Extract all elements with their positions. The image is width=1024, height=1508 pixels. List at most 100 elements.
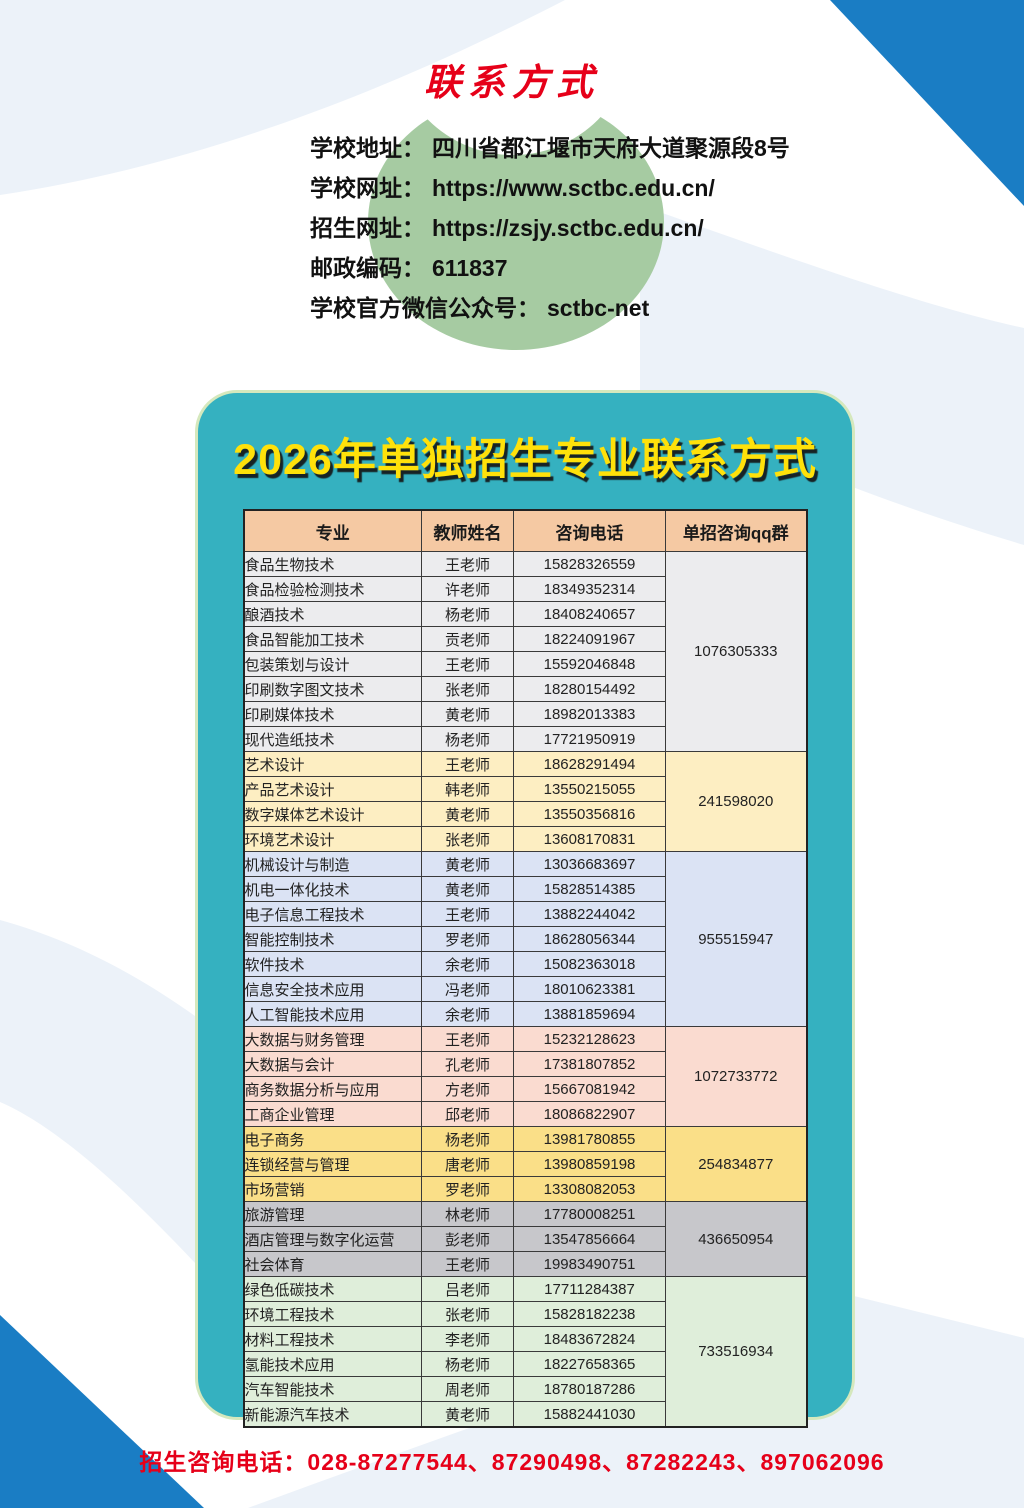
qq-group-cell: 436650954	[665, 1201, 807, 1277]
table-cell: 18280154492	[513, 676, 666, 702]
table-row: 智能控制技术 罗老师 18628056344	[243, 926, 807, 952]
table-row: 现代造纸技术 杨老师 17721950919	[243, 726, 807, 752]
table-cell: 18227658365	[513, 1351, 666, 1377]
table-row: 包装策划与设计 王老师 15592046848	[243, 651, 807, 677]
table-cell: 13547856664	[513, 1226, 666, 1252]
table-cell: 王老师	[421, 651, 514, 677]
qq-group-cell: 1072733772	[665, 1026, 807, 1127]
table-row: 环境艺术设计 张老师 13608170831	[243, 826, 807, 852]
table-cell: 酒店管理与数字化运营	[243, 1226, 422, 1252]
table-cell: 15592046848	[513, 651, 666, 677]
table-cell: 13550215055	[513, 776, 666, 802]
table-cell: 余老师	[421, 951, 514, 977]
table-cell: 13308082053	[513, 1176, 666, 1202]
table-row: 酒店管理与数字化运营 彭老师 13547856664	[243, 1226, 807, 1252]
table-cell: 13881859694	[513, 1001, 666, 1027]
table-cell: 17721950919	[513, 726, 666, 752]
table-row: 机电一体化技术 黄老师 15828514385	[243, 876, 807, 902]
table-row: 食品生物技术 王老师 15828326559 1076305333	[243, 551, 807, 752]
table-cell: 吕老师	[421, 1276, 514, 1302]
table-cell: 黄老师	[421, 801, 514, 827]
table-cell: 张老师	[421, 676, 514, 702]
table-header-cell: 专业	[243, 509, 422, 552]
qq-group-cell: 955515947	[665, 851, 807, 1027]
table-cell: 机电一体化技术	[243, 876, 422, 902]
table-cell: 15828182238	[513, 1301, 666, 1327]
table-cell: 15667081942	[513, 1076, 666, 1102]
qq-group-cell: 733516934	[665, 1276, 807, 1428]
table-cell: 13036683697	[513, 851, 666, 877]
table-header-cell: 单招咨询qq群	[665, 509, 807, 552]
table-cell: 机械设计与制造	[243, 851, 422, 877]
table-cell: 食品智能加工技术	[243, 626, 422, 652]
table-cell: 13882244042	[513, 901, 666, 927]
table-row: 大数据与财务管理 王老师 15232128623 1072733772	[243, 1026, 807, 1127]
contact-value: sctbc-net	[547, 295, 650, 321]
table-cell: 18086822907	[513, 1101, 666, 1127]
page-title: 联系方式	[424, 62, 600, 103]
table-row: 氢能技术应用 杨老师 18227658365	[243, 1351, 807, 1377]
contact-label: 学校官方微信公众号：	[310, 295, 540, 321]
contact-label: 学校网址：	[310, 175, 425, 201]
table-cell: 方老师	[421, 1076, 514, 1102]
contact-value: 611837	[432, 255, 508, 281]
table-cell: 13608170831	[513, 826, 666, 852]
table-cell: 19983490751	[513, 1251, 666, 1277]
table-cell: 王老师	[421, 551, 514, 577]
contact-info: 学校地址： 四川省都江堰市天府大道聚源段8号 学校网址： https://www.sc…	[310, 128, 790, 328]
table-cell: 18628056344	[513, 926, 666, 952]
contact-line: 学校网址： https://www.sctbc.edu.cn/	[310, 168, 790, 208]
table-cell: 罗老师	[421, 926, 514, 952]
table-cell: 智能控制技术	[243, 926, 422, 952]
table-cell: 绿色低碳技术	[243, 1276, 422, 1302]
table-cell: 材料工程技术	[243, 1326, 422, 1352]
table-cell: 15232128623	[513, 1026, 666, 1052]
table-cell: 王老师	[421, 901, 514, 927]
majors-table: 专业 教师姓名 咨询电话 单招咨询qq群 食品生物技术 王老师 15828326559 107…	[242, 509, 808, 1428]
contact-value: https://zsjy.sctbc.edu.cn/	[432, 215, 704, 241]
table-cell: 汽车智能技术	[243, 1376, 422, 1402]
table-cell: 杨老师	[421, 726, 514, 752]
table-cell: 软件技术	[243, 951, 422, 977]
table-cell: 氢能技术应用	[243, 1351, 422, 1377]
green-leaf-shape	[363, 85, 673, 355]
table-cell: 产品艺术设计	[243, 776, 422, 802]
enrollment-card: 2026年单独招生专业联系方式 专业 教师姓名 咨询电话 单招咨询qq群 食品生物技术王…	[195, 390, 855, 1428]
table-cell: 数字媒体艺术设计	[243, 801, 422, 827]
table-cell: 18408240657	[513, 601, 666, 627]
table-cell: 旅游管理	[243, 1201, 422, 1227]
table-cell: 黄老师	[421, 851, 514, 877]
contact-label: 招生网址：	[310, 215, 425, 241]
contact-value: 四川省都江堰市天府大道聚源段8号	[432, 135, 790, 161]
table-row: 绿色低碳技术 吕老师 17711284387 733516934	[243, 1276, 807, 1428]
table-cell: 冯老师	[421, 976, 514, 1002]
table-cell: 大数据与会计	[243, 1051, 422, 1077]
table-row: 人工智能技术应用 余老师 13881859694	[243, 1001, 807, 1027]
table-row: 环境工程技术 张老师 15828182238	[243, 1301, 807, 1327]
table-cell: 张老师	[421, 826, 514, 852]
table-cell: 孔老师	[421, 1051, 514, 1077]
table-row: 旅游管理 林老师 17780008251 436650954	[243, 1201, 807, 1277]
table-cell: 18224091967	[513, 626, 666, 652]
table-row: 大数据与会计 孔老师 17381807852	[243, 1051, 807, 1077]
table-cell: 18780187286	[513, 1376, 666, 1402]
table-cell: 13981780855	[513, 1126, 666, 1152]
table-row: 食品智能加工技术 贡老师 18224091967	[243, 626, 807, 652]
table-row: 机械设计与制造 黄老师 13036683697 955515947	[243, 851, 807, 1027]
table-cell: 连锁经营与管理	[243, 1151, 422, 1177]
table-row: 数字媒体艺术设计 黄老师 13550356816	[243, 801, 807, 827]
table-cell: 王老师	[421, 751, 514, 777]
table-cell: 黄老师	[421, 876, 514, 902]
table-cell: 张老师	[421, 1301, 514, 1327]
contact-line: 学校官方微信公众号： sctbc-net	[310, 288, 790, 328]
table-cell: 彭老师	[421, 1226, 514, 1252]
table-row: 连锁经营与管理 唐老师 13980859198	[243, 1151, 807, 1177]
table-cell: 商务数据分析与应用	[243, 1076, 422, 1102]
table-header-cell: 教师姓名	[421, 509, 514, 552]
contact-label: 邮政编码：	[310, 255, 425, 281]
table-cell: 余老师	[421, 1001, 514, 1027]
table-row: 市场营销 罗老师 13308082053	[243, 1176, 807, 1202]
table-cell: 印刷媒体技术	[243, 701, 422, 727]
table-row: 新能源汽车技术 黄老师 15882441030	[243, 1401, 807, 1428]
table-cell: 罗老师	[421, 1176, 514, 1202]
